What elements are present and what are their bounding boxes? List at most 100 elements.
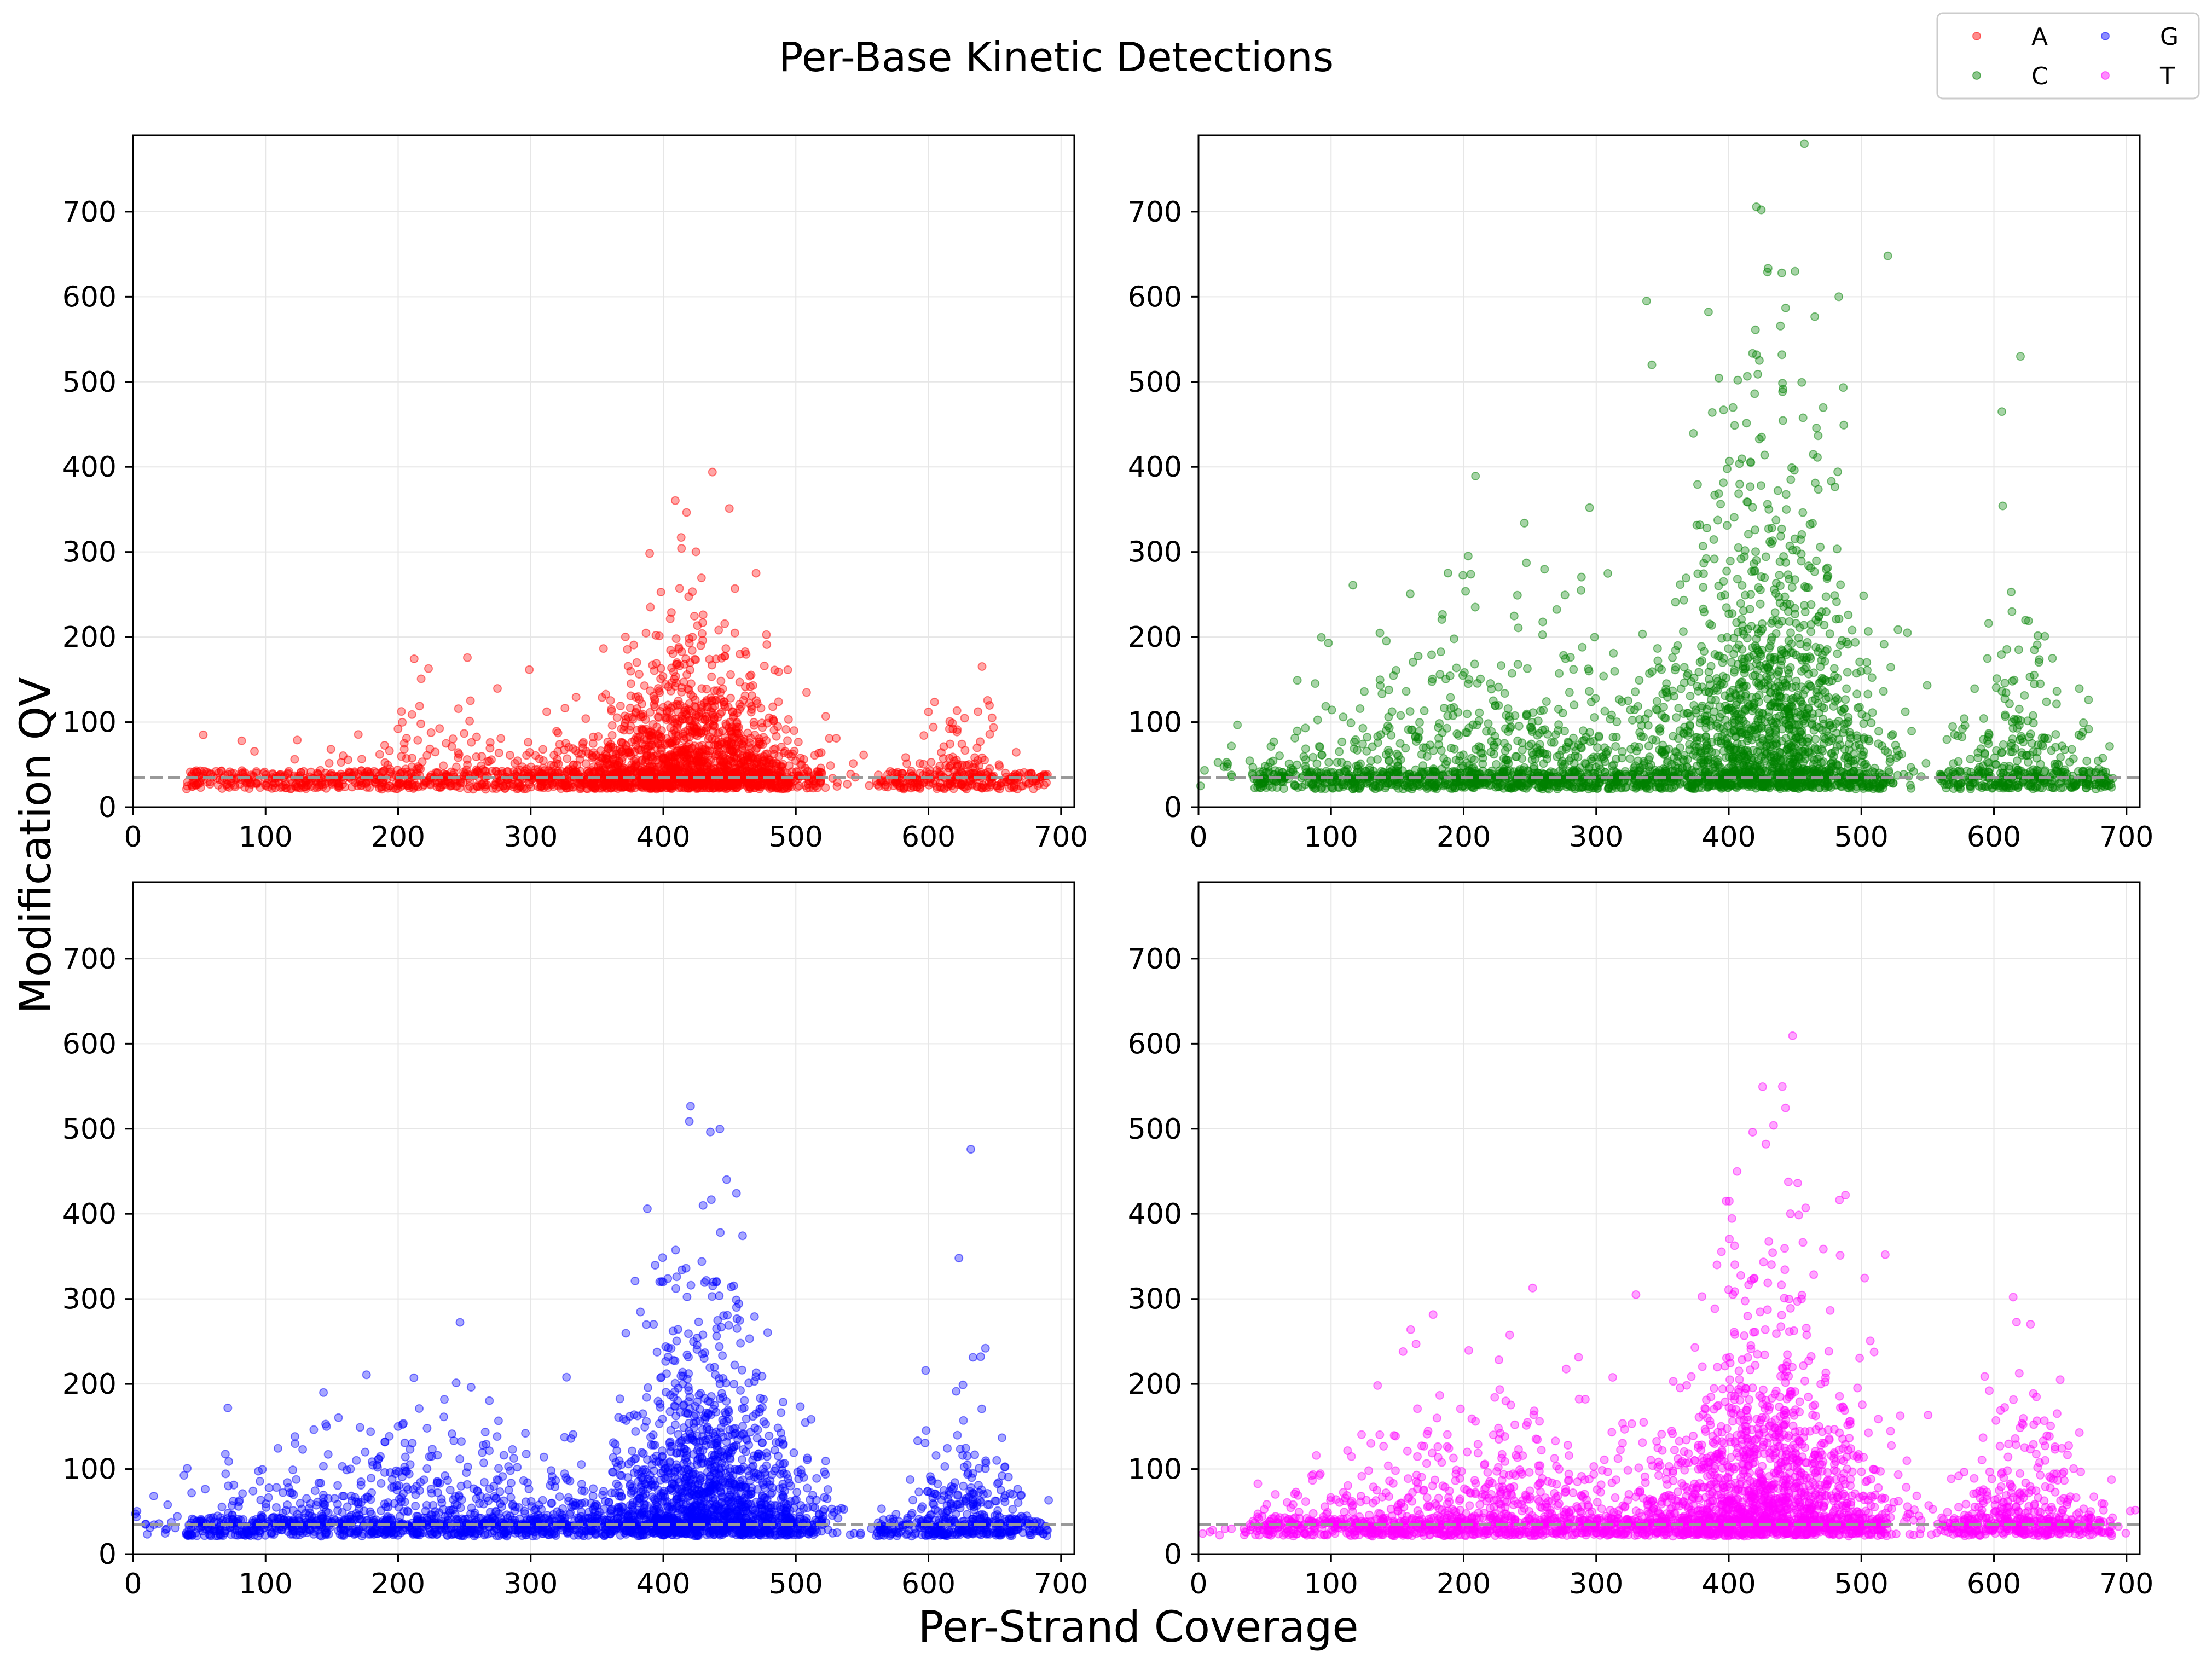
data-point — [1885, 757, 1895, 767]
data-point — [1542, 755, 1551, 764]
data-point — [1547, 738, 1556, 747]
data-point — [299, 767, 309, 776]
data-point — [635, 670, 644, 679]
data-point — [1844, 712, 1853, 722]
data-point — [962, 785, 971, 794]
data-point — [584, 749, 593, 758]
data-point — [1777, 645, 1786, 654]
data-point — [1651, 735, 1660, 745]
data-point — [1846, 756, 1855, 766]
data-point — [1806, 563, 1815, 572]
data-point — [733, 779, 743, 788]
data-point — [1011, 747, 1021, 757]
data-point — [646, 686, 655, 696]
data-point — [657, 746, 666, 755]
data-point — [1487, 685, 1496, 694]
y-tick-label: 0 — [99, 791, 117, 824]
data-point — [1577, 572, 1586, 582]
data-point — [656, 740, 665, 749]
data-point — [563, 754, 572, 763]
data-point — [1626, 705, 1635, 715]
data-point — [262, 779, 271, 788]
data-point — [238, 766, 246, 775]
data-point — [1301, 755, 1310, 764]
data-point — [707, 696, 716, 705]
data-point — [638, 756, 647, 765]
data-point — [1754, 356, 1764, 365]
data-point — [480, 782, 490, 791]
data-point — [709, 720, 718, 729]
data-point — [460, 729, 469, 738]
data-point — [1348, 581, 1358, 590]
data-point — [424, 664, 433, 673]
data-point — [726, 727, 736, 737]
data-point — [679, 677, 688, 687]
data-point — [1301, 723, 1310, 733]
data-point — [1542, 697, 1551, 706]
data-point — [1776, 654, 1785, 663]
data-point — [1726, 742, 1735, 751]
data-point — [1269, 737, 1278, 746]
data-point — [714, 751, 723, 760]
data-point — [1518, 745, 1527, 755]
data-point — [1812, 424, 1821, 433]
data-point — [314, 782, 323, 791]
data-point — [606, 742, 616, 751]
data-point — [1863, 689, 1873, 699]
data-point — [466, 696, 475, 705]
data-point — [290, 755, 299, 764]
data-point — [1768, 616, 1777, 625]
data-point — [706, 755, 715, 764]
data-point — [670, 496, 680, 505]
data-point — [1827, 736, 1836, 745]
data-point — [1676, 580, 1685, 589]
data-point — [632, 741, 641, 750]
data-point — [1848, 625, 1857, 635]
data-point — [1729, 650, 1739, 659]
data-point — [1353, 746, 1362, 755]
data-point — [720, 652, 729, 661]
data-point — [865, 781, 874, 790]
data-point — [650, 666, 659, 675]
data-point — [735, 677, 744, 687]
data-point — [1855, 703, 1864, 711]
data-point — [1358, 739, 1367, 749]
data-point — [774, 697, 783, 706]
data-point — [1752, 655, 1762, 664]
data-point — [1699, 583, 1708, 592]
data-point — [640, 779, 650, 788]
data-point — [1042, 778, 1051, 787]
data-point — [697, 684, 707, 693]
data-point — [1624, 696, 1632, 705]
data-point — [650, 700, 659, 709]
panel-a-scatter: 0 100 200 300 400 500 600 700010020030040050060… — [62, 134, 1088, 854]
data-point — [1886, 663, 1895, 672]
data-point — [589, 782, 598, 791]
data-point — [960, 714, 969, 723]
data-point — [1473, 679, 1482, 688]
data-point — [1463, 552, 1473, 561]
data-point — [676, 533, 686, 542]
data-point — [674, 764, 683, 774]
data-point — [357, 755, 366, 764]
data-point — [1786, 695, 1796, 704]
data-point — [1679, 595, 1688, 605]
data-point — [618, 753, 627, 762]
data-point — [1441, 760, 1450, 769]
data-point — [1815, 723, 1824, 732]
data-point — [1746, 457, 1755, 467]
data-point — [1603, 569, 1613, 578]
data-point — [739, 774, 749, 784]
data-point — [825, 734, 834, 743]
data-point — [1883, 748, 1892, 757]
data-point — [653, 739, 662, 747]
data-point — [2075, 684, 2084, 693]
data-point — [1887, 731, 1896, 740]
data-point — [677, 647, 686, 656]
data-point — [1490, 732, 1499, 741]
data-point — [849, 759, 858, 768]
data-point — [1775, 557, 1785, 566]
data-point — [1833, 649, 1842, 658]
data-point — [769, 745, 778, 754]
data-point — [454, 704, 463, 714]
